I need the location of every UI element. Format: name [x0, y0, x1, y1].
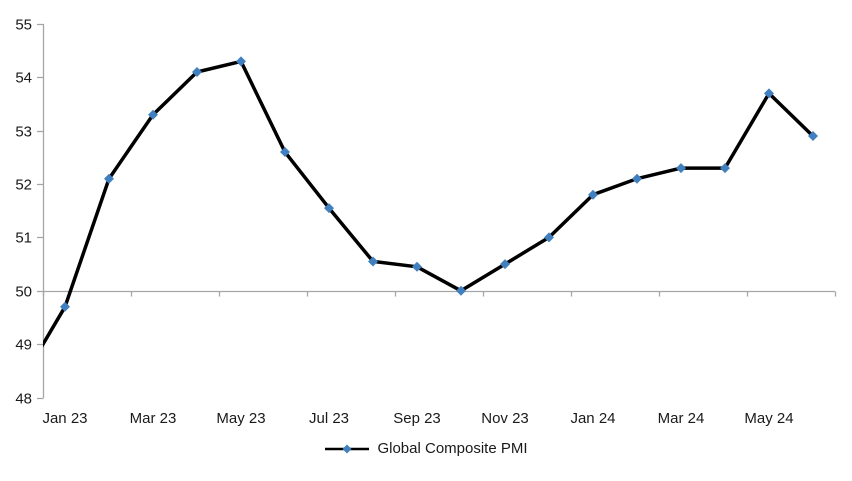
legend-label: Global Composite PMI — [377, 440, 528, 457]
data-point-marker — [192, 67, 202, 78]
data-point-marker — [280, 147, 290, 158]
plot-area: 48 49 50 51 52 53 54 55 Jan 23 Mar 23 May 23 Jul 23… — [15, 17, 837, 428]
y-tick-label: 50 — [15, 284, 32, 301]
data-point-marker — [500, 259, 510, 270]
pmi-markers — [60, 56, 818, 312]
x-tick-label: Mar 24 — [658, 410, 705, 427]
x-tick-label: Sep 23 — [393, 410, 441, 427]
pmi-series — [43, 59, 815, 348]
data-point-marker — [412, 261, 422, 272]
x-tick-label: Jan 24 — [570, 410, 615, 427]
data-point-marker — [544, 232, 554, 243]
data-point-marker — [324, 203, 334, 214]
x-tick-label: May 23 — [216, 410, 265, 427]
y-tick-label: 55 — [15, 17, 32, 34]
y-tick-label: 51 — [15, 230, 32, 247]
x-tick-label: Jul 23 — [309, 410, 349, 427]
pmi-line — [43, 59, 815, 348]
data-point-marker — [676, 163, 686, 174]
data-point-marker — [104, 173, 114, 184]
x-tick-label: Mar 23 — [130, 410, 177, 427]
x-tick-label: Nov 23 — [481, 410, 529, 427]
axes — [37, 23, 837, 400]
x-tick-label: May 24 — [744, 410, 793, 427]
y-tick-label: 53 — [15, 124, 32, 141]
data-point-marker — [60, 301, 70, 312]
data-point-marker — [764, 88, 774, 99]
data-point-marker — [720, 163, 730, 174]
data-point-marker — [808, 131, 818, 142]
axis-labels: 48 49 50 51 52 53 54 55 Jan 23 Mar 23 May 23 Jul 23… — [15, 17, 793, 428]
y-tick-label: 54 — [15, 70, 32, 87]
data-point-marker — [148, 109, 158, 120]
legend: Global Composite PMI — [0, 440, 852, 458]
data-point-marker — [236, 56, 246, 67]
y-tick-label: 52 — [15, 177, 32, 194]
data-point-marker — [368, 256, 378, 267]
data-point-marker — [632, 173, 642, 184]
data-point-marker — [588, 189, 598, 200]
legend-line-marker-icon — [325, 444, 370, 454]
data-point-marker — [456, 285, 466, 296]
x-tick-label: Jan 23 — [42, 410, 87, 427]
y-tick-label: 48 — [15, 391, 32, 408]
y-tick-label: 49 — [15, 337, 32, 354]
